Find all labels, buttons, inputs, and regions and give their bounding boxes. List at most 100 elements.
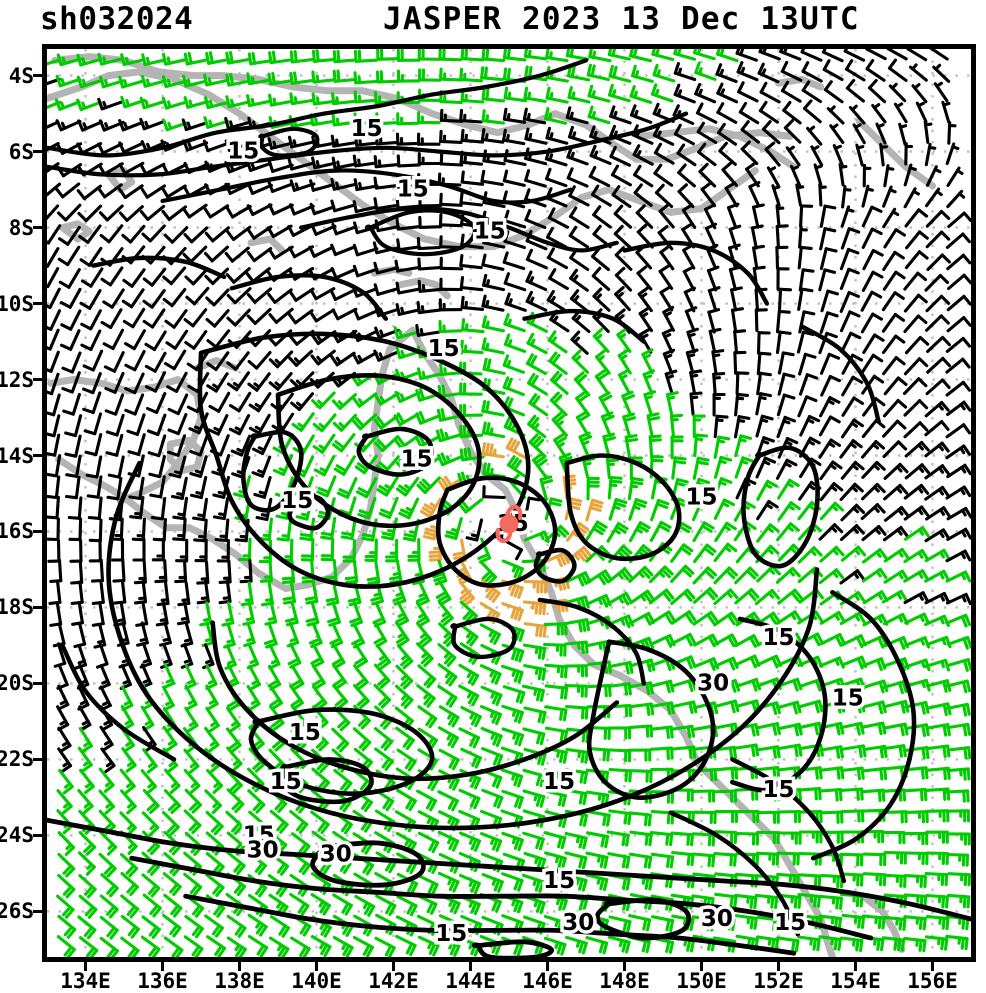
wind-barb [206,728,218,750]
wind-barb [949,834,970,844]
contour-label: 15 [774,910,806,936]
wind-barb [290,311,312,323]
wind-barb [821,313,837,333]
wind-barb [736,394,748,414]
wind-barb [528,355,546,374]
wind-barb [777,247,787,268]
wind-barb [79,917,95,938]
wind-barb [927,212,948,227]
wind-barb [461,384,482,394]
wind-barb [248,686,259,709]
wind-barb [165,791,179,813]
wind-barb [694,613,717,625]
wind-barb [481,666,500,684]
wind-barb [278,520,290,540]
wind-barb [439,686,456,706]
wind-barb [709,267,718,290]
wind-barb [588,478,598,499]
wind-barb [461,69,482,80]
wind-barb [101,917,117,938]
wind-barb [757,394,771,414]
wind-barb [259,519,271,539]
wind-barb [242,583,252,605]
wind-barb [186,332,206,349]
wind-barb [863,702,885,713]
wind-barb [143,917,159,937]
wind-barb [888,49,906,59]
wind-barb [482,171,502,184]
wind-barb [355,180,377,190]
wind-barb [483,296,503,310]
wind-barb [504,540,522,559]
wind-barb [462,49,483,60]
wind-barb [164,268,185,284]
wind-barb [943,102,949,122]
wind-barb [100,854,115,875]
wind-barb [779,745,801,756]
wind-barb [613,166,631,185]
wind-barb [287,602,298,624]
wind-barb [333,309,356,319]
wind-barb [567,620,589,631]
wind-barb [885,464,907,478]
wind-barb [758,656,781,667]
wind-barb [900,124,906,144]
contour-label: 15 [289,720,321,746]
wind-barb [906,443,928,457]
wind-barb [885,528,907,540]
wind-barb [616,288,630,310]
wind-barb [779,724,801,735]
wind-barb [481,625,499,643]
wind-barb [693,854,713,866]
wind-barb [509,457,526,477]
y-axis-tick [33,530,42,533]
wind-barb [610,770,631,781]
wind-barb [483,255,503,269]
x-axis-tick [238,962,241,971]
wind-barb [754,205,764,227]
wind-barb [653,938,673,952]
wind-barb [735,331,745,352]
wind-barb [78,186,100,199]
wind-barb [926,276,948,291]
wind-barb [610,85,630,100]
wind-barb [821,897,841,909]
wind-barb [133,519,144,540]
wind-barb [72,582,82,604]
wind-barb [270,352,291,367]
wind-barb [947,855,968,866]
wind-barb [397,479,417,496]
wind-barb [672,415,682,436]
wind-barb [572,291,588,312]
wind-barb [462,130,482,142]
wind-barb [93,560,103,581]
wind-barb [186,269,207,284]
wind-barb [47,311,60,330]
wind-barb [333,645,344,668]
wind-barb [525,624,545,637]
wind-barb [799,289,812,309]
wind-barb [462,341,482,352]
wind-barb [354,156,376,166]
wind-barb [905,876,926,887]
wind-barb [927,896,948,908]
wind-barb [398,917,416,935]
wind-barb [593,268,608,289]
wind-barb [822,291,837,311]
contour-label: 15 [762,777,794,803]
wind-barb [778,311,790,331]
wind-barb [768,168,778,186]
wind-barb [883,293,903,310]
wind-barb [928,789,949,799]
wind-barb [911,65,927,80]
wind-barb [566,834,586,848]
wind-barb [777,569,799,583]
wind-barb [47,497,58,518]
wind-barb [313,158,335,168]
wind-barb [506,294,525,310]
wind-barb [378,72,399,82]
wind-barb [86,435,101,455]
wind-barb [503,666,523,682]
wind-barb [418,478,440,493]
wind-barb [525,88,545,101]
